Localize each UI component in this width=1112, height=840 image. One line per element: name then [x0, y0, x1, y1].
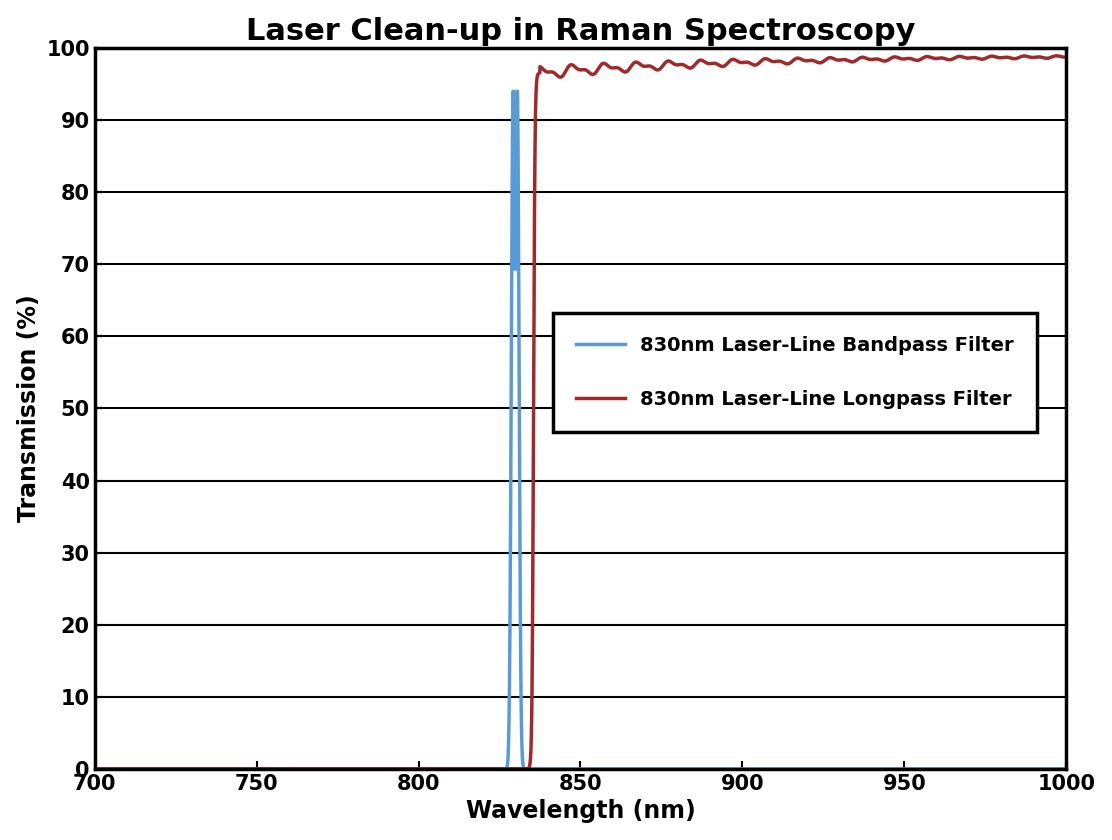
830nm Laser-Line Longpass Filter	[1050, 50, 1063, 60]
830nm Laser-Line Longpass Filter	[278, 764, 291, 774]
830nm Laser-Line Longpass Filter	[563, 60, 576, 71]
830nm Laser-Line Longpass Filter	[1060, 52, 1073, 62]
830nm Laser-Line Bandpass Filter	[1060, 764, 1073, 774]
Line: 830nm Laser-Line Bandpass Filter: 830nm Laser-Line Bandpass Filter	[95, 92, 1066, 769]
830nm Laser-Line Bandpass Filter	[146, 764, 159, 774]
830nm Laser-Line Bandpass Filter	[278, 764, 291, 774]
Legend: 830nm Laser-Line Bandpass Filter, 830nm Laser-Line Longpass Filter: 830nm Laser-Line Bandpass Filter, 830nm …	[553, 312, 1037, 433]
Title: Laser Clean-up in Raman Spectroscopy: Laser Clean-up in Raman Spectroscopy	[246, 17, 915, 45]
830nm Laser-Line Longpass Filter	[1009, 54, 1022, 64]
830nm Laser-Line Longpass Filter	[128, 764, 141, 774]
Y-axis label: Transmission (%): Transmission (%)	[17, 295, 41, 522]
X-axis label: Wavelength (nm): Wavelength (nm)	[466, 800, 695, 823]
830nm Laser-Line Bandpass Filter	[563, 764, 576, 774]
830nm Laser-Line Bandpass Filter	[128, 764, 141, 774]
830nm Laser-Line Bandpass Filter	[506, 87, 519, 97]
830nm Laser-Line Longpass Filter	[92, 764, 106, 774]
830nm Laser-Line Longpass Filter	[88, 764, 101, 774]
830nm Laser-Line Longpass Filter	[146, 764, 159, 774]
830nm Laser-Line Bandpass Filter	[92, 764, 106, 774]
Line: 830nm Laser-Line Longpass Filter: 830nm Laser-Line Longpass Filter	[95, 55, 1066, 769]
830nm Laser-Line Bandpass Filter	[1009, 764, 1022, 774]
830nm Laser-Line Bandpass Filter	[88, 764, 101, 774]
